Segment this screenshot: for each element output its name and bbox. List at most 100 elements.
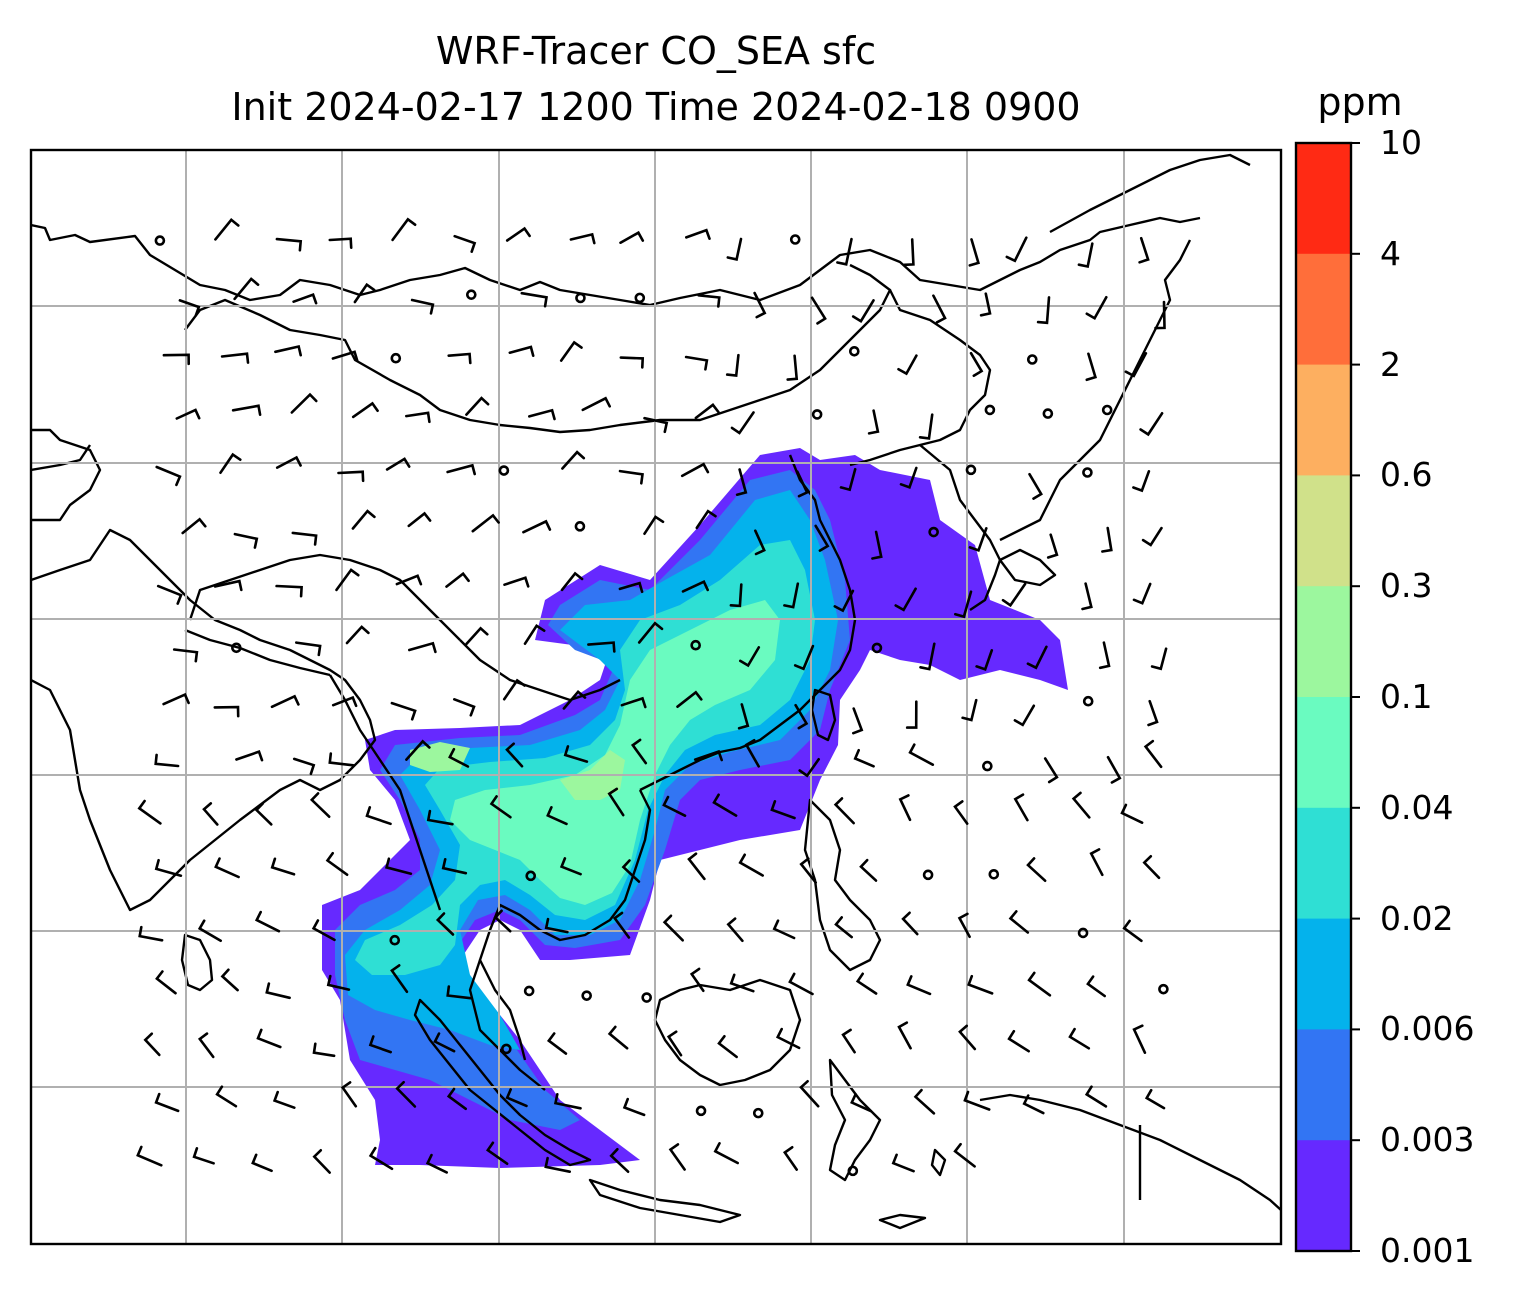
wind-barb	[1089, 848, 1104, 877]
wind-barb	[162, 692, 190, 706]
wind-barb	[799, 1080, 820, 1108]
wind-barb	[1013, 793, 1029, 822]
calm-marker	[1082, 695, 1094, 707]
colorbar-label: 0.001	[1380, 1231, 1475, 1270]
wind-barb	[523, 624, 546, 645]
wind-barb	[520, 291, 548, 308]
wind-barb	[553, 1093, 582, 1110]
wind-barb	[1001, 582, 1027, 608]
coast-philippines	[803, 798, 882, 972]
wind-barb	[331, 350, 359, 362]
colorbar-segment	[1296, 918, 1351, 1030]
wind-barb	[390, 701, 417, 721]
wind-barb	[788, 972, 814, 996]
wind-barb	[508, 345, 535, 357]
wind-barb	[408, 641, 437, 654]
wind-barb	[619, 356, 645, 369]
wind-barb	[612, 911, 631, 939]
calm-marker	[1158, 983, 1169, 995]
wind-barb	[968, 527, 988, 553]
wind-barb	[275, 584, 303, 598]
wind-barb	[213, 705, 240, 718]
wind-barb	[528, 408, 556, 421]
coast-java	[588, 1178, 742, 1224]
wind-barb	[871, 530, 883, 560]
colorbar-label: 4	[1380, 233, 1401, 273]
wind-barb	[213, 579, 243, 592]
wind-barb	[852, 707, 864, 735]
calm-marker	[928, 526, 939, 538]
wind-barb	[291, 531, 318, 546]
border-west	[31, 428, 102, 522]
wind-barb	[967, 974, 994, 995]
wind-barb	[202, 802, 219, 826]
title-line-2: Init 2024-02-17 1200 Time 2024-02-18 090…	[231, 85, 1081, 129]
colorbar-unit: ppm	[1317, 80, 1403, 124]
coast-moluccas	[930, 1148, 947, 1177]
wind-barb	[391, 217, 417, 242]
wind-barb	[643, 416, 669, 434]
wind-barb	[331, 695, 358, 708]
wind-barb	[561, 450, 586, 470]
wind-barb	[689, 967, 705, 993]
wind-barb	[899, 466, 918, 489]
wind-barb	[447, 352, 472, 365]
wind-barb	[256, 1028, 282, 1049]
wind-barb	[1068, 1027, 1091, 1050]
wind-barb	[954, 590, 973, 619]
wind-barb	[197, 919, 222, 942]
calm-marker	[501, 1043, 512, 1055]
wind-barb	[953, 800, 969, 825]
wind-barb	[136, 1145, 163, 1167]
wind-barb	[851, 299, 875, 323]
wind-barb	[1008, 910, 1030, 934]
tracer-field	[322, 448, 1068, 1168]
wind-barb	[618, 581, 644, 594]
colorbar-segment	[1296, 253, 1351, 366]
wind-barb	[730, 411, 755, 435]
wind-barb	[220, 352, 250, 364]
calm-marker	[811, 409, 823, 420]
wind-barb	[410, 298, 435, 315]
border-himalaya	[184, 628, 331, 677]
wind-barb	[385, 857, 413, 875]
wind-barb	[687, 852, 706, 881]
wind-barb	[522, 519, 552, 534]
colorbar-label: 0.04	[1380, 787, 1454, 827]
wind-barb	[810, 296, 827, 325]
border-mongolia	[184, 263, 892, 434]
wind-barb	[729, 973, 755, 993]
wind-barb	[607, 1025, 629, 1050]
wind-barb	[1043, 757, 1059, 784]
wind-barb	[328, 237, 353, 249]
wind-barb	[725, 353, 740, 378]
wind-barb	[178, 299, 201, 317]
colorbar-segment	[1296, 697, 1351, 809]
wind-barb	[1071, 791, 1091, 819]
colorbar-segment	[1296, 475, 1351, 587]
wind-barb	[697, 294, 721, 308]
wind-barb	[309, 792, 331, 818]
wind-barb	[448, 747, 470, 768]
wind-barb	[754, 529, 766, 556]
wind-barb	[503, 576, 530, 588]
coast-asia-north	[31, 216, 1201, 307]
wind-barb	[662, 795, 687, 817]
wind-barb	[562, 689, 587, 710]
wind-barb	[493, 909, 512, 933]
wind-barb	[908, 743, 935, 766]
wind-barb	[919, 642, 936, 671]
wind-barb	[609, 1147, 630, 1173]
wind-barb	[197, 1032, 215, 1059]
wind-barb	[786, 354, 799, 381]
wind-barb	[155, 970, 177, 995]
wind-barb	[385, 457, 411, 471]
calm-marker	[498, 465, 510, 476]
calm-marker	[690, 639, 701, 651]
wind-barb	[694, 402, 720, 420]
wind-barb	[351, 509, 376, 530]
wind-barb	[505, 742, 524, 768]
coast-malay	[468, 959, 546, 1091]
wind-barb	[231, 404, 262, 416]
calm-marker	[525, 870, 537, 882]
